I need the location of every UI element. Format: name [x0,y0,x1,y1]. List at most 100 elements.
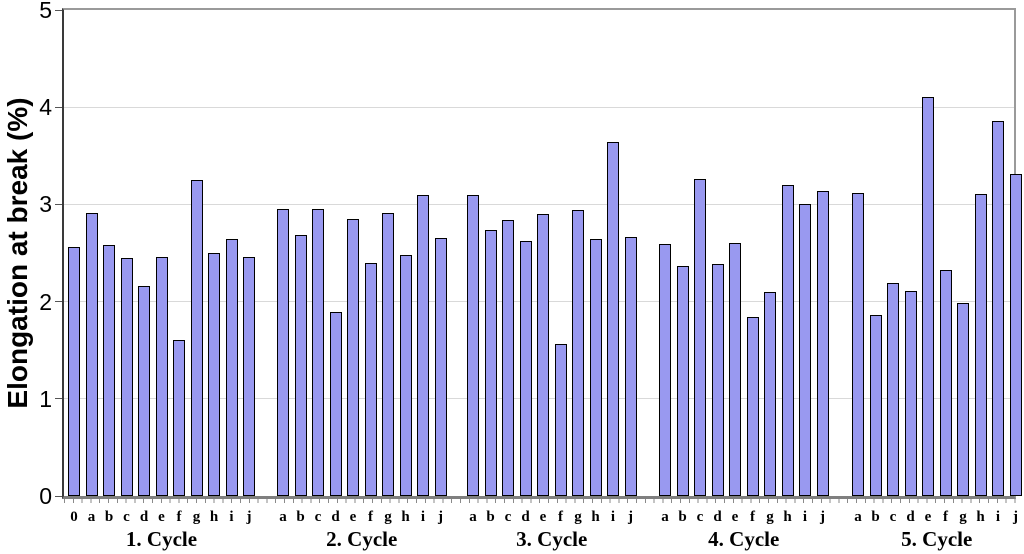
group-label-cycle-3: 3. Cycle [516,527,588,551]
y-tick-mark-1 [55,398,62,400]
bar-cycle1-c [120,257,133,496]
bar-cycle2-i [417,194,429,496]
x-category-label-h: h [976,509,985,525]
y-axis-title: Elongation at break (%) [2,97,33,409]
x-category-label-g: g [574,509,582,525]
bar-cycle1-g [190,180,203,496]
bar-cycle4-i [799,204,811,496]
y-tick-label-0: 0 [39,483,52,509]
bar-cycle3-h [589,239,602,496]
x-category-label-f: f [943,509,948,525]
x-category-label-g: g [384,509,392,525]
group-label-cycle-2: 2. Cycle [326,527,398,551]
x-category-label-i: i [610,509,616,525]
x-category-label-f: f [368,509,373,525]
bar-cycle4-h [781,184,794,496]
x-category-label-d: d [906,509,915,525]
x-category-label-e: e [924,509,932,525]
x-category-label-d: d [713,509,722,525]
bar-cycle3-d [519,241,532,496]
bar-cycle3-e [537,214,549,496]
x-category-label-a: a [854,509,862,525]
y-tick-label-4: 4 [39,94,52,121]
y-tick-mark-5 [55,9,62,11]
bar-cycle3-i [607,142,619,496]
bar-cycle5-d [904,290,917,496]
x-axis-tick-marks [64,499,1016,503]
bar-cycle1-0 [68,247,80,496]
bar-cycle1-d [138,286,150,496]
bar-cycle1-f [173,340,185,496]
y-tick-label-2: 2 [39,288,52,315]
bar-cycle3-f [554,344,567,496]
bar-cycle5-e [922,97,934,496]
bar-cycle4-a [659,244,671,496]
x-category-label-a: a [469,509,477,525]
x-category-label-g: g [959,509,967,525]
x-category-label-b: b [678,509,687,525]
x-category-label-j: j [1013,509,1018,525]
x-category-label-a: a [661,509,669,525]
bar-cycle5-h [974,193,987,496]
x-category-label-f: f [176,509,182,525]
bar-cycle2-d [329,312,342,496]
x-category-label-0: 0 [70,509,78,525]
x-category-label-f: f [750,509,755,525]
x-category-label-d: d [521,509,530,525]
y-tick-mark-2 [55,301,62,303]
bar-cycle4-j [816,190,829,496]
x-category-label-c: c [696,509,704,525]
bar-cycle2-a [277,209,289,496]
x-category-label-b: b [871,509,880,525]
bar-cycle5-j [1009,174,1022,496]
bar-cycle1-i [225,239,238,496]
bar-cycle4-g [764,291,776,496]
x-category-label-h: h [401,509,410,525]
bar-cycle2-c [312,209,324,496]
x-category-label-b: b [296,509,305,525]
y-tick-mark-3 [55,203,62,205]
x-category-label-b: b [104,509,114,525]
x-category-label-j: j [628,509,633,525]
x-category-label-j: j [820,509,825,525]
x-category-label-c: c [889,509,897,525]
bar-cycle1-a [85,213,98,496]
y-tick-mark-4 [55,106,62,108]
bar-cycle1-j [243,256,255,496]
bar-cycle4-c [694,179,706,496]
x-category-label-h: h [209,509,219,525]
group-label-cycle-5: 5. Cycle [901,527,973,551]
x-category-label-g: g [766,509,774,525]
x-category-label-a: a [279,509,287,525]
bar-cycle5-a [852,192,864,496]
x-category-label-d: d [139,509,149,525]
bar-cycle1-h [208,253,220,496]
x-category-label-h: h [783,509,792,525]
gridline-3 [64,203,1014,205]
x-category-label-c: c [123,509,130,525]
bar-cycle2-h [399,254,412,496]
bar-cycle3-j [624,237,637,496]
bar-cycle5-f [939,270,952,496]
bar-cycle5-i [992,120,1004,496]
x-category-label-h: h [591,509,600,525]
x-category-label-e: e [731,509,739,525]
bar-cycle4-d [711,263,724,496]
plot-area [62,8,1022,499]
bar-cycle1-b [103,245,115,496]
x-category-label-i: i [420,509,426,525]
y-tick-label-1: 1 [39,385,52,412]
y-tick-label-3: 3 [39,191,52,218]
bar-cycle5-g [957,302,969,496]
x-category-label-i: i [229,509,234,525]
x-category-label-c: c [314,509,322,525]
bar-cycle3-a [467,194,479,496]
bar-cycle4-e [729,243,741,496]
bar-cycle3-g [572,210,584,496]
bar-cycle3-c [502,219,514,496]
bar-cycle3-b [484,229,497,496]
bar-cycle5-b [869,315,882,496]
bar-cycle2-f [364,262,377,496]
group-label-cycle-1: 1. Cycle [125,527,198,551]
